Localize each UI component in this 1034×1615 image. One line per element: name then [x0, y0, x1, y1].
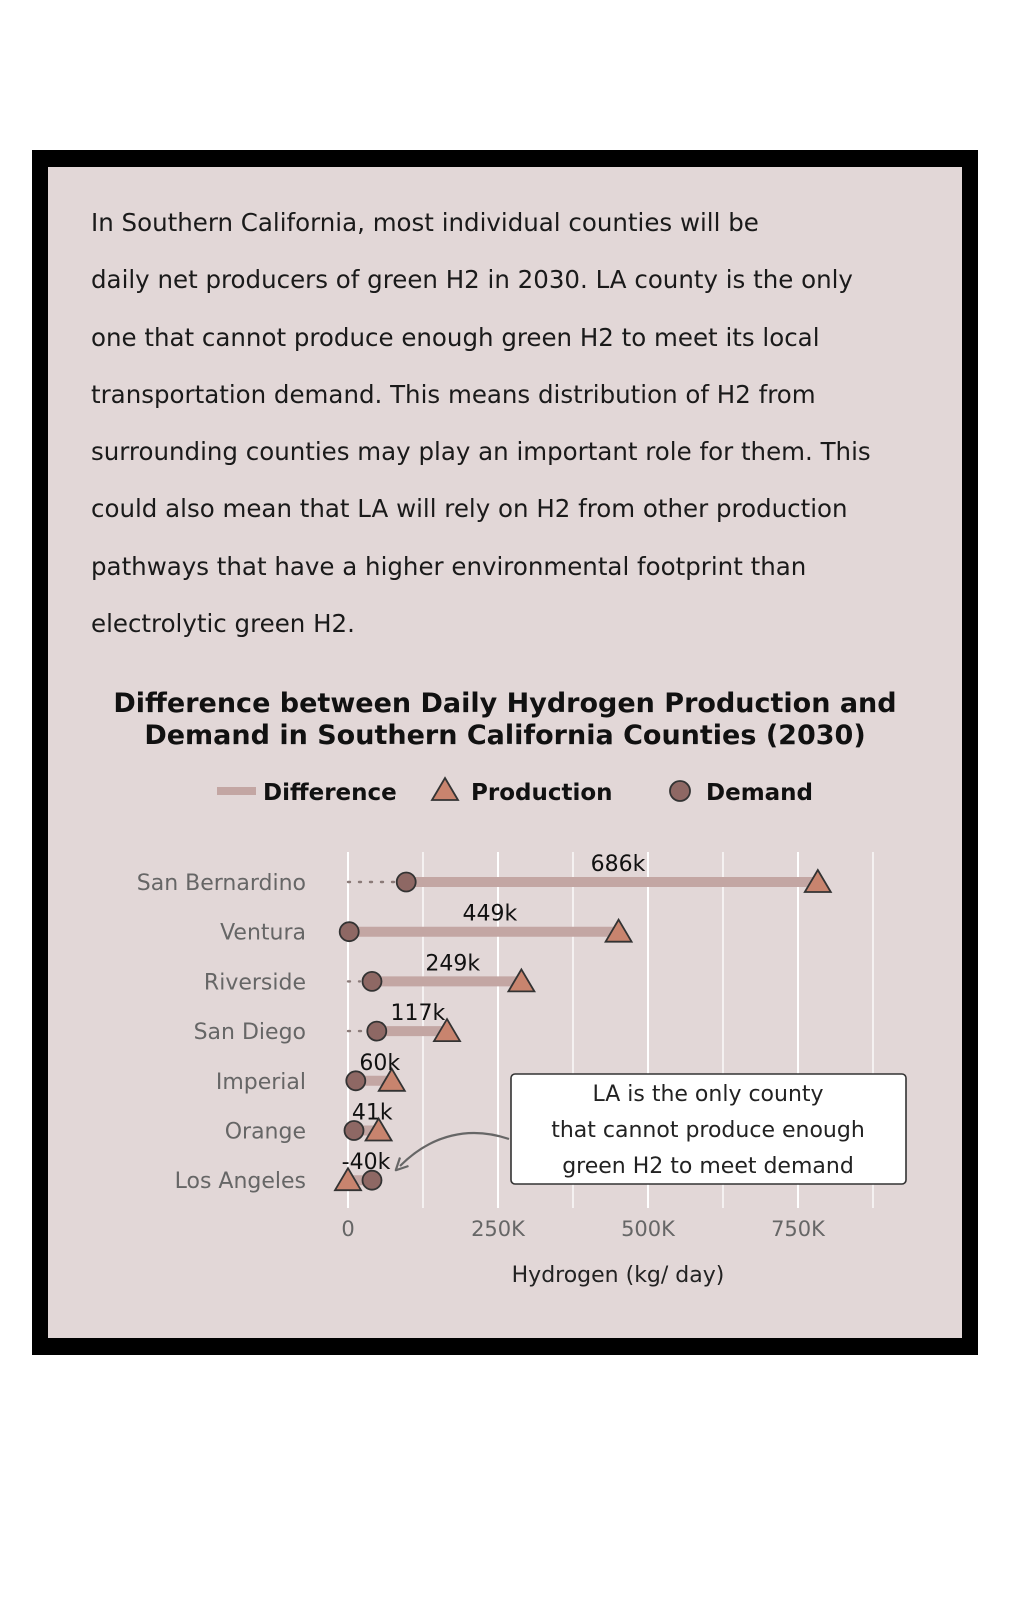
intro-line: could also mean that LA will rely on H2 …	[91, 494, 848, 524]
intro-paragraph: In Southern California, most individual …	[91, 194, 961, 652]
intro-line: one that cannot produce enough green H2 …	[91, 322, 820, 352]
intro-line: transportation demand. This means distri…	[91, 379, 816, 409]
intro-line: In Southern California, most individual …	[91, 208, 759, 237]
chart-title-line-1: Difference between Daily Hydrogen Produc…	[113, 688, 897, 719]
intro-line: daily net producers of green H2 in 2030.…	[91, 265, 853, 295]
chart-title-line-2: Demand in Southern California Counties (…	[144, 720, 866, 751]
intro-line: electrolytic green H2.	[91, 609, 355, 639]
intro-line: surrounding counties may play an importa…	[91, 437, 871, 467]
intro-line: pathways that have a higher environmenta…	[91, 551, 807, 581]
